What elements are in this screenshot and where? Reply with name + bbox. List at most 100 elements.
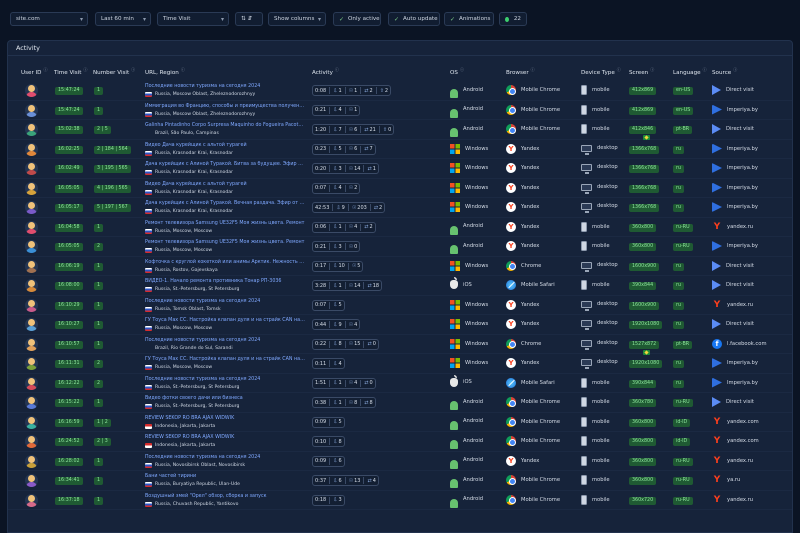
avatar[interactable] [25, 279, 38, 292]
col-screen[interactable]: Screenⓘ [629, 67, 655, 76]
page-title-link[interactable]: Последние новости туризма на сегодня 202… [145, 337, 261, 343]
page-title-link[interactable]: Воздушный змей "Орел" обзор, сборка и за… [145, 493, 267, 499]
avatar[interactable] [25, 435, 38, 448]
activity-summary[interactable]: 0:21 ⇩ 3 ☉ 0 [312, 241, 361, 252]
activity-summary[interactable]: 0:44 ⇩ 9 ☉ 4 [312, 319, 361, 330]
table-row[interactable]: 16:02:49 3 | 195 | 565 Дача курейщик с А… [8, 159, 792, 179]
source-cell[interactable]: Imperiya.by [712, 163, 758, 173]
activity-summary[interactable]: 0:18 ⇩ 3 [312, 494, 345, 506]
activity-summary[interactable]: 0:23 ⇩ 5 ☉ 6 ⇄ 7 [312, 143, 376, 155]
source-cell[interactable]: Imperiya.by [712, 143, 758, 154]
page-title-link[interactable]: Видео Дача курейщик с альтой турагей [145, 181, 247, 187]
col-browser[interactable]: Browserⓘ [506, 67, 535, 76]
page-title-link[interactable]: Видео фотки своего дачи или бизнеса [145, 396, 243, 401]
col-language[interactable]: Languageⓘ [673, 67, 707, 76]
table-row[interactable]: 16:15:22 1 Видео фотки своего дачи или б… [8, 393, 792, 413]
activity-summary[interactable]: 0:07 ⇩ 5 [312, 299, 345, 311]
page-title-link[interactable]: Последние новости туризма на сегодня 202… [145, 84, 261, 89]
table-row[interactable]: 16:16:59 1 | 2 REVIEW SEKOP RO BRA AJAX … [8, 413, 792, 432]
source-cell[interactable]: f l.facebook.com [712, 338, 767, 349]
source-cell[interactable]: Imperiya.by [712, 104, 758, 115]
auto-update-toggle[interactable]: ✓ Auto update [388, 12, 440, 26]
avatar[interactable] [25, 162, 38, 175]
source-cell[interactable]: Imperiya.by [712, 241, 758, 251]
table-row[interactable]: 16:05:05 4 | 196 | 565 Видео Дача курейщ… [8, 179, 792, 198]
source-cell[interactable]: Imperiya.by [712, 377, 758, 388]
avatar[interactable] [25, 259, 38, 273]
show-columns-select[interactable]: Show columns ▾ [268, 12, 326, 26]
period-select[interactable]: Last 60 min ▾ [95, 12, 151, 26]
col-time-visit[interactable]: Time Visitⓘ [54, 67, 88, 76]
table-row[interactable]: 15:47:24 1 Последние новости туризма на … [8, 81, 792, 101]
avatar[interactable] [25, 318, 38, 331]
source-cell[interactable]: Direct visit [712, 397, 754, 407]
table-row[interactable]: 16:37:18 1 Воздушный змей "Орел" обзор, … [8, 491, 792, 510]
source-cell[interactable]: Imperiya.by [712, 202, 758, 212]
col-url-region[interactable]: URL, Regionⓘ [145, 67, 185, 76]
source-cell[interactable]: Direct visit [712, 85, 754, 95]
table-row[interactable]: 16:11:31 2 ГУ Тоуса Мах СС. Настройка кл… [8, 354, 792, 374]
source-cell[interactable]: Imperiya.by [712, 182, 758, 193]
table-row[interactable]: 16:08:00 1 ВИДЕО-1. Начало ремонта проти… [8, 276, 792, 296]
table-row[interactable]: 16:10:27 1 ГУ Тоуса Мах СС. Настройка кл… [8, 315, 792, 335]
sort-select[interactable]: Time Visit ▾ [157, 12, 229, 26]
page-title-link[interactable]: Дача курейщик с Алиной Туракой. Вечная р… [145, 201, 305, 206]
activity-summary[interactable]: 0:11 ⇩ 4 [312, 358, 345, 369]
avatar[interactable] [25, 103, 38, 117]
activity-summary[interactable]: 1:51 ⇩ 1 ☉ 4 ⇄ 0 [312, 377, 376, 389]
page-title-link[interactable]: Иммиграция во Францию, способы и преимущ… [145, 103, 305, 109]
activity-summary[interactable]: 0:37 ⇩ 6 ☉ 13 ⇄ 4 [312, 475, 379, 486]
sort-order-button[interactable]: ⇅ ⇵ [235, 12, 263, 26]
col-number-visit[interactable]: Number Visitⓘ [93, 67, 136, 76]
table-row[interactable]: 15:47:24 1 Иммиграция во Францию, способ… [8, 101, 792, 120]
page-title-link[interactable]: ВИДЕО-1. Начало ремонта противника Тонар… [145, 279, 282, 284]
col-device-type[interactable]: Device Typeⓘ [581, 67, 621, 76]
animations-toggle[interactable]: ✓ Animations [444, 12, 494, 26]
activity-summary[interactable]: 0:09 ⇩ 5 [312, 416, 345, 428]
activity-summary[interactable]: 0:38 ⇩ 1 ☉ 8 ⇄ 8 [312, 397, 376, 408]
activity-summary[interactable]: 0:22 ⇩ 8 ☉ 15 ⇄ 0 [312, 338, 379, 350]
activity-summary[interactable]: 0:08 ⇩ 1 ☉ 1 ⇄ 2 ⇧ 2 [312, 85, 392, 96]
table-row[interactable]: 16:05:05 2 Ремонт телевизора Samsung UE3… [8, 237, 792, 257]
avatar[interactable] [25, 474, 38, 487]
activity-summary[interactable]: 0:07 ⇩ 4 ☉ 2 [312, 182, 361, 194]
col-activity[interactable]: Activityⓘ [312, 67, 339, 76]
activity-summary[interactable]: 0:06 ⇩ 1 ☉ 4 ⇄ 2 [312, 221, 376, 233]
page-title-link[interactable]: Последние новости туризма на сегодня 202… [145, 376, 261, 382]
page-title-link[interactable]: Кофточка с круглой кокеткой или анимы Ар… [145, 259, 305, 265]
page-title-link[interactable]: Дача курейщик с Алиной Туракой. Битва за… [145, 162, 305, 167]
page-title-link[interactable]: ГУ Тоуса Мах СС. Настройка клапан дуля и… [145, 357, 305, 362]
table-row[interactable]: 15:02:38 2 | 5 Galinha Pintadinho Corpo … [8, 120, 792, 140]
table-row[interactable]: 16:10:57 1 Последние новости туризма на … [8, 335, 792, 355]
page-title-link[interactable]: REVIEW SEKOP RO BRA AJAX WIDWIK [145, 435, 235, 440]
page-title-link[interactable]: Последние новости туризма на сегодня 202… [145, 298, 261, 304]
page-title-link[interactable]: Последние новости туризма на сегодня 202… [145, 454, 261, 460]
site-select[interactable]: site.com ▾ [10, 12, 88, 26]
avatar[interactable] [25, 240, 38, 253]
col-user-id[interactable]: User IDⓘ [21, 67, 48, 76]
table-row[interactable]: 16:10:29 1 Последние новости туризма на … [8, 296, 792, 315]
table-row[interactable]: 16:28:02 1 Последние новости туризма на … [8, 452, 792, 471]
table-row[interactable]: 16:24:52 2 | 3 REVIEW SEKOP RO BRA AJAX … [8, 432, 792, 452]
avatar[interactable] [25, 298, 38, 312]
activity-summary[interactable]: 42:53 ⇩ 9 ☉ 203 ⇄ 2 [312, 202, 386, 213]
activity-summary[interactable]: 0:09 ⇩ 6 [312, 455, 345, 467]
page-title-link[interactable]: ГУ Тоуса Мах СС. Настройка клапан дуля и… [145, 318, 305, 323]
col-source[interactable]: Sourceⓘ [712, 67, 738, 76]
activity-summary[interactable]: 0:21 ⇩ 4 ☉ 1 [312, 104, 361, 116]
page-title-link[interactable]: REVIEW SEKOP RO BRA AJAX WIDWIK [145, 415, 235, 421]
activity-summary[interactable]: 0:20 ⇩ 3 ☉ 14 ⇄ 1 [312, 163, 379, 174]
avatar[interactable] [25, 337, 38, 351]
avatar[interactable] [25, 84, 38, 97]
avatar[interactable] [25, 357, 38, 370]
activity-summary[interactable]: 1:20 ⇩ 7 ☉ 6 ⇄ 21 ⇧ 0 [312, 124, 395, 135]
table-row[interactable]: 16:06:19 1 Кофточка с круглой кокеткой и… [8, 257, 792, 276]
source-cell[interactable]: Direct visit [712, 124, 754, 134]
